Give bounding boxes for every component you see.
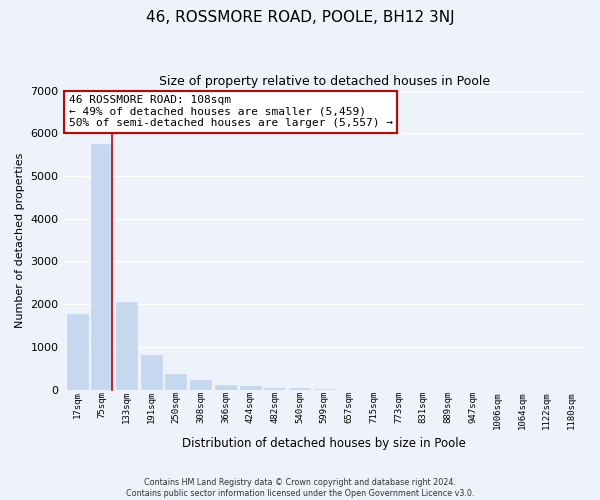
Bar (239, 386, 260, 390)
X-axis label: Distribution of detached houses by size in Poole: Distribution of detached houses by size … (182, 437, 466, 450)
Y-axis label: Number of detached properties: Number of detached properties (15, 152, 25, 328)
Bar (190, 380, 211, 390)
Bar (116, 302, 137, 390)
Bar (265, 388, 286, 390)
Bar (215, 386, 236, 390)
Bar (166, 374, 187, 390)
Text: 46 ROSSMORE ROAD: 108sqm
← 49% of detached houses are smaller (5,459)
50% of sem: 46 ROSSMORE ROAD: 108sqm ← 49% of detach… (69, 95, 393, 128)
Title: Size of property relative to detached houses in Poole: Size of property relative to detached ho… (159, 75, 490, 88)
Bar (67, 314, 88, 390)
Bar (289, 388, 310, 390)
Text: 46, ROSSMORE ROAD, POOLE, BH12 3NJ: 46, ROSSMORE ROAD, POOLE, BH12 3NJ (146, 10, 454, 25)
Bar (141, 356, 162, 390)
Text: Contains HM Land Registry data © Crown copyright and database right 2024.
Contai: Contains HM Land Registry data © Crown c… (126, 478, 474, 498)
Bar (91, 144, 112, 390)
